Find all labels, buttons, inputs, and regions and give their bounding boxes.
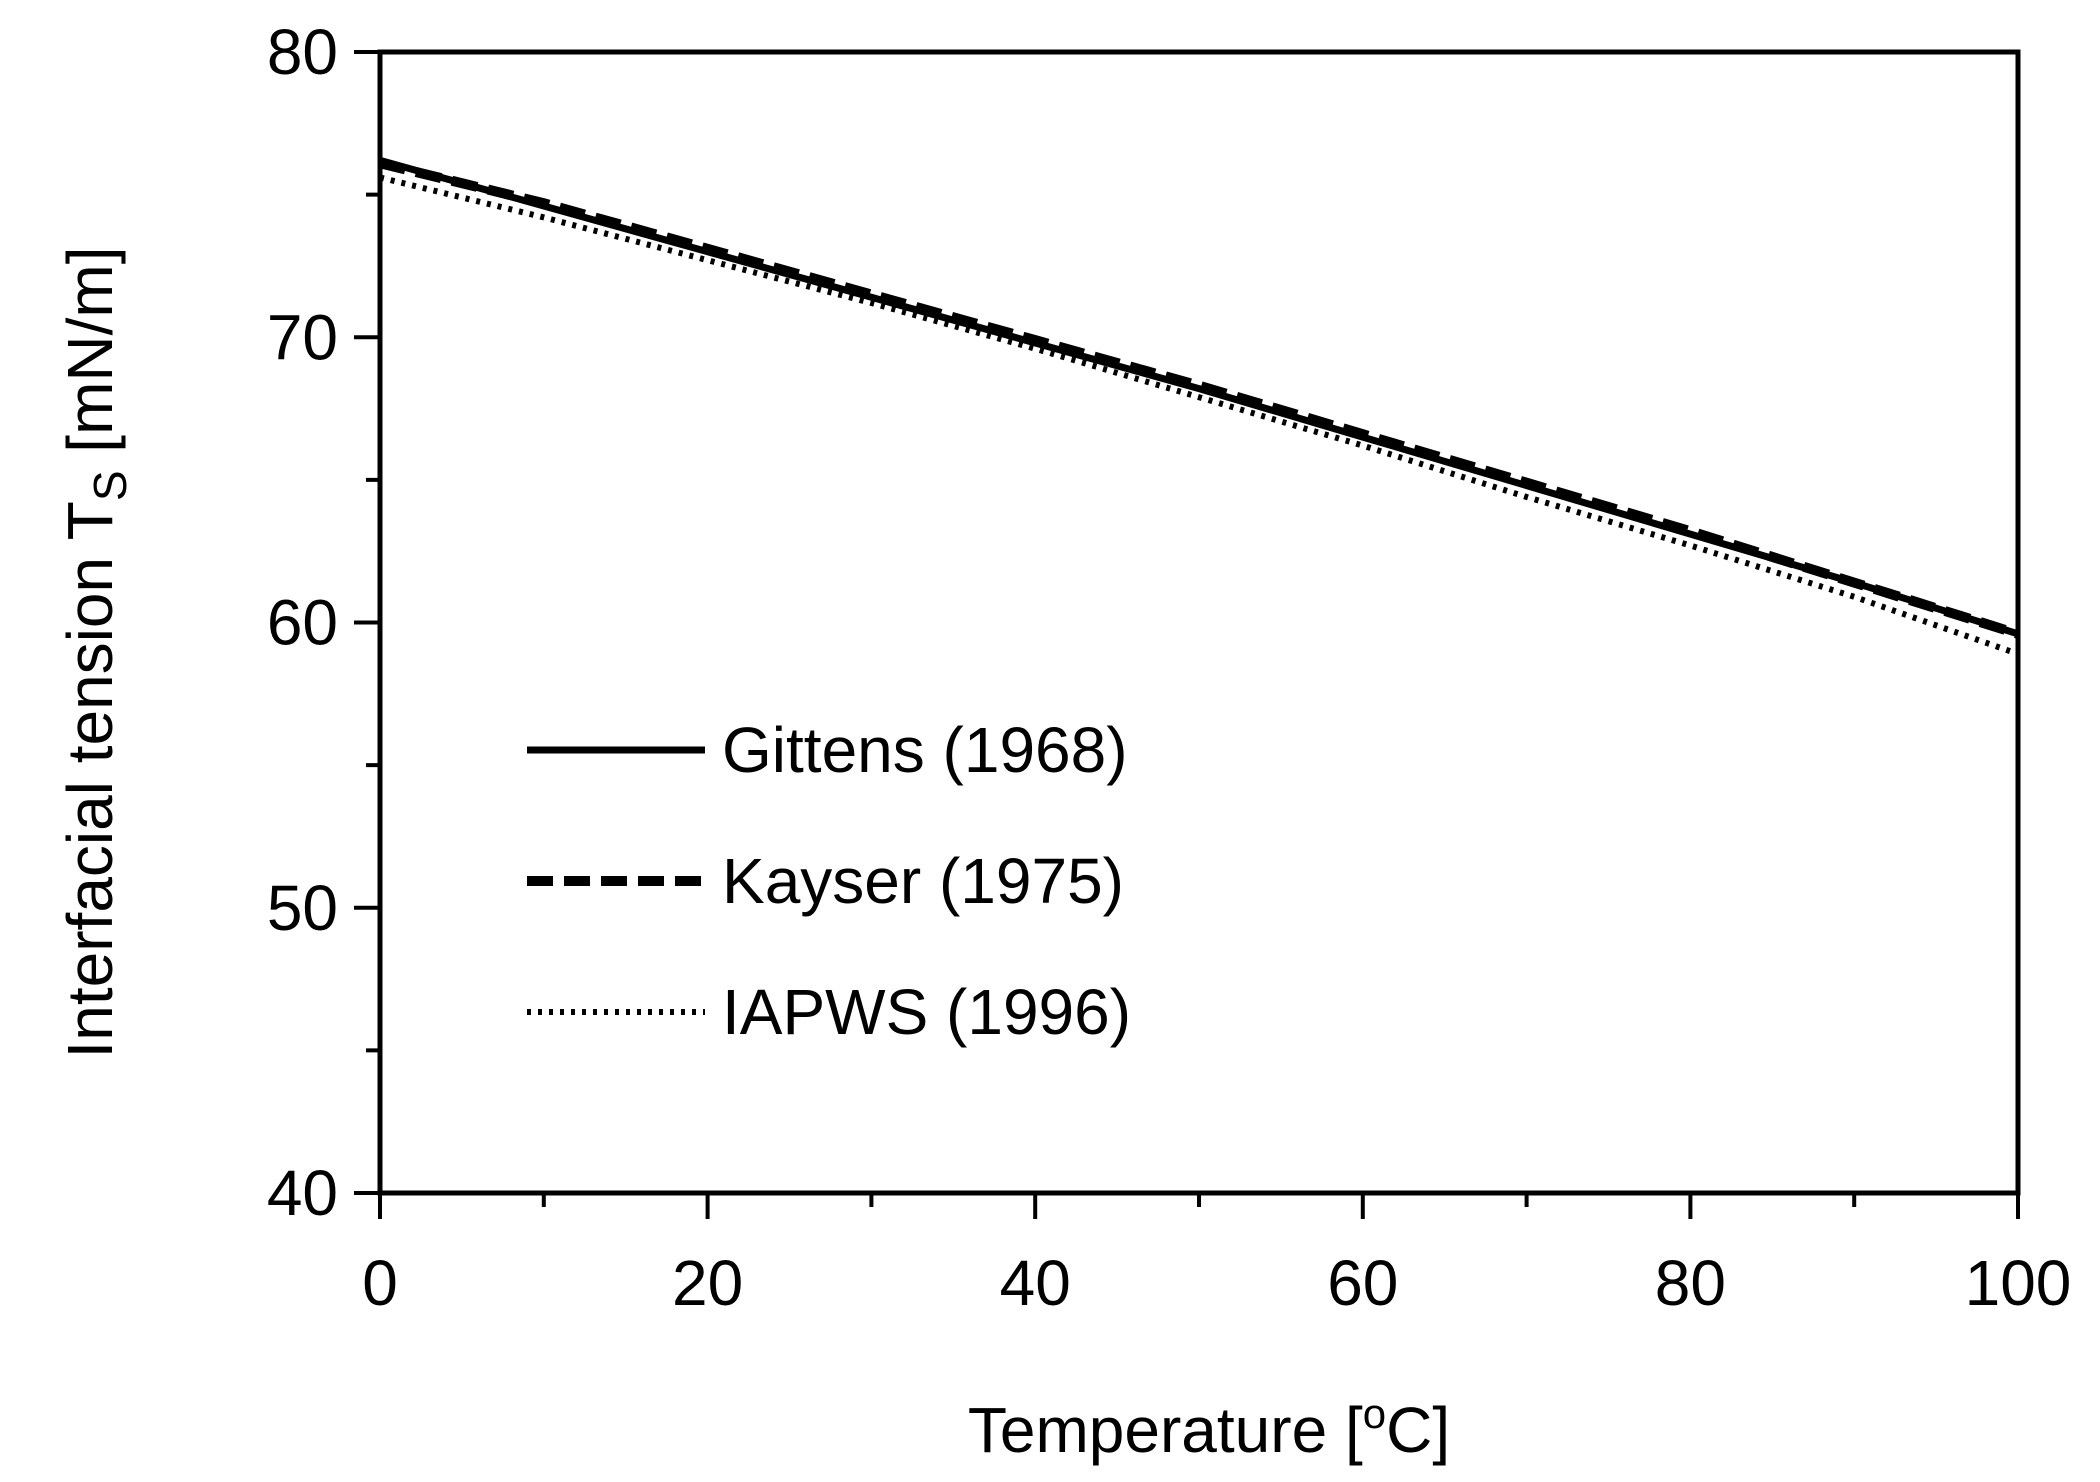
legend-label: IAPWS (1996)	[722, 976, 1131, 1048]
x-tick-label: 80	[1655, 1247, 1726, 1319]
series-line-2	[378, 158, 2020, 639]
y-axis-title-suffix: [mN/m]	[54, 247, 126, 471]
y-axis-title-subscript: S	[84, 470, 136, 501]
ticks-layer: 0 20 40 60 80 100 40 50 60 70 80	[267, 16, 2072, 1319]
y-tick-label: 60	[267, 587, 338, 659]
series-layer	[378, 157, 2020, 657]
x-tick-label: 0	[362, 1247, 398, 1319]
y-tick-label: 50	[267, 872, 338, 944]
x-tick-label: 20	[672, 1247, 743, 1319]
legend: Gittens (1968) Kayser (1975) IAPWS (1996)	[527, 714, 1131, 1048]
x-tick-label: 40	[1000, 1247, 1071, 1319]
y-tick-label: 70	[267, 301, 338, 373]
x-axis-title-superscript: o	[1363, 1390, 1386, 1437]
legend-label: Gittens (1968)	[722, 714, 1128, 786]
x-axis-title-prefix: Temperature [	[968, 1394, 1363, 1466]
y-axis-title: Interfacial tension TS [mN/m]	[54, 247, 136, 1059]
y-axis-title-prefix: Interfacial tension T	[54, 501, 126, 1058]
y-tick-label: 80	[267, 16, 338, 88]
legend-label: Kayser (1975)	[722, 845, 1124, 917]
x-tick-label: 100	[1965, 1247, 2072, 1319]
x-axis-title: Temperature [oC]	[968, 1390, 1450, 1466]
y-tick-label: 40	[267, 1157, 338, 1229]
x-tick-label: 60	[1327, 1247, 1398, 1319]
x-axis-title-suffix: C]	[1386, 1394, 1450, 1466]
series-line-3	[379, 174, 2019, 657]
